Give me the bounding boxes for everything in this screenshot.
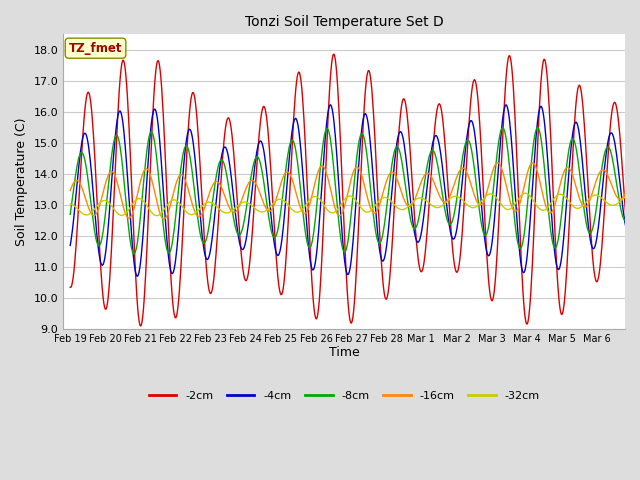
Legend: -2cm, -4cm, -8cm, -16cm, -32cm: -2cm, -4cm, -8cm, -16cm, -32cm	[144, 386, 544, 406]
Title: Tonzi Soil Temperature Set D: Tonzi Soil Temperature Set D	[244, 15, 444, 29]
X-axis label: Time: Time	[329, 346, 360, 360]
Y-axis label: Soil Temperature (C): Soil Temperature (C)	[15, 117, 28, 246]
Text: TZ_fmet: TZ_fmet	[68, 42, 122, 55]
